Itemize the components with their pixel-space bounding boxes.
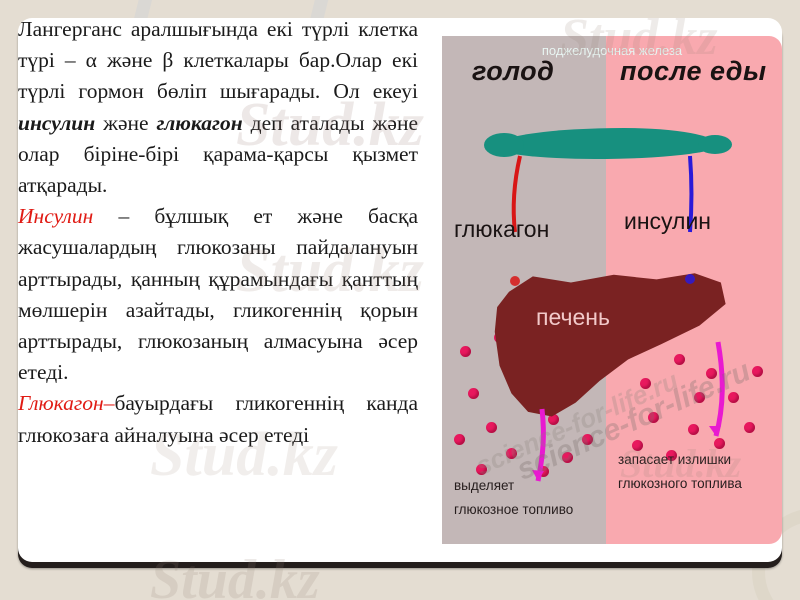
caption-hunger: выделяет глюкозное топливо: [454, 474, 573, 522]
glucose-dot-hunger-3: [468, 388, 479, 399]
glucose-dot-fed-1: [674, 354, 685, 365]
text-run-4: деп аталады және олар біріне-бірі қарама…: [18, 110, 418, 198]
pancreas-shape: [484, 128, 732, 159]
glucose-dot-fed-9: [632, 440, 643, 451]
glucose-dot-fed-0: [640, 378, 651, 389]
glucose-dot-fed-7: [714, 438, 725, 449]
text-run-1: бауырдағы гликогеннің канда глюкозаға ай…: [18, 391, 418, 447]
caption-hunger-line1: выделяет: [454, 478, 515, 493]
text-run-3: глюкагон: [156, 110, 243, 135]
glucose-dot-hunger-0: [460, 346, 471, 357]
text-run-1: – бұлшық ет және басқа жасушалардың глюк…: [18, 204, 418, 385]
text-run-0: Инсулин: [18, 204, 94, 229]
article-text-column: Лангерганс аралшығында екі түрлі клетка …: [18, 14, 418, 534]
glucose-dot-hunger-11: [562, 452, 573, 463]
pancreas-label: поджелудочная железа: [541, 43, 683, 58]
text-run-0: Лангерганс аралшығында екі түрлі клетка …: [18, 17, 418, 104]
glucose-dot-hunger-5: [548, 414, 559, 425]
glucose-dot-hunger-4: [486, 422, 497, 433]
liver-label: печень: [536, 304, 610, 330]
glucose-dot-fed-10: [752, 366, 763, 377]
glucose-dot-fed-2: [706, 368, 717, 379]
glucose-dot-fed-5: [728, 392, 739, 403]
panel-title-after-eating: после еды: [620, 56, 767, 86]
paragraph-1: Лангерганс аралшығында екі түрлі клетка …: [18, 14, 418, 201]
glucose-dot-fed-3: [648, 412, 659, 423]
glucose-dot-fed-11: [694, 392, 705, 403]
glucose-dot-hunger-6: [506, 448, 517, 459]
caption-fed-line2: глюкозного топлива: [618, 476, 742, 491]
caption-after-eating: запасает излишки глюкозного топлива: [618, 448, 742, 496]
paragraph-2: Инсулин – бұлшық ет және басқа жасушалар…: [18, 201, 418, 388]
caption-fed-line1: запасает излишки: [618, 452, 732, 467]
hormone-label-insulin: инсулин: [624, 208, 712, 234]
text-run-0: Глюкагон–: [18, 391, 115, 416]
caption-hunger-line2: глюкозное топливо: [454, 502, 574, 517]
glucose-dot-hunger-9: [582, 434, 593, 445]
paragraph-3: Глюкагон–бауырдағы гликогеннің канда глю…: [18, 388, 418, 450]
insulin-glucagon-diagram: голод после еды поджелудочная железа глю…: [442, 36, 782, 544]
hormone-label-glucagon: глюкагон: [454, 216, 550, 242]
glucose-dot-fed-4: [688, 424, 699, 435]
glucose-dot-hunger-10: [454, 434, 465, 445]
glucose-dot-hunger-12: [476, 464, 487, 475]
glucose-dot-fed-6: [666, 450, 677, 461]
text-run-1: инсулин: [18, 110, 96, 135]
text-run-2: және: [95, 110, 157, 135]
panel-title-hunger: голод: [472, 56, 555, 86]
glucose-dot-fed-8: [744, 422, 755, 433]
